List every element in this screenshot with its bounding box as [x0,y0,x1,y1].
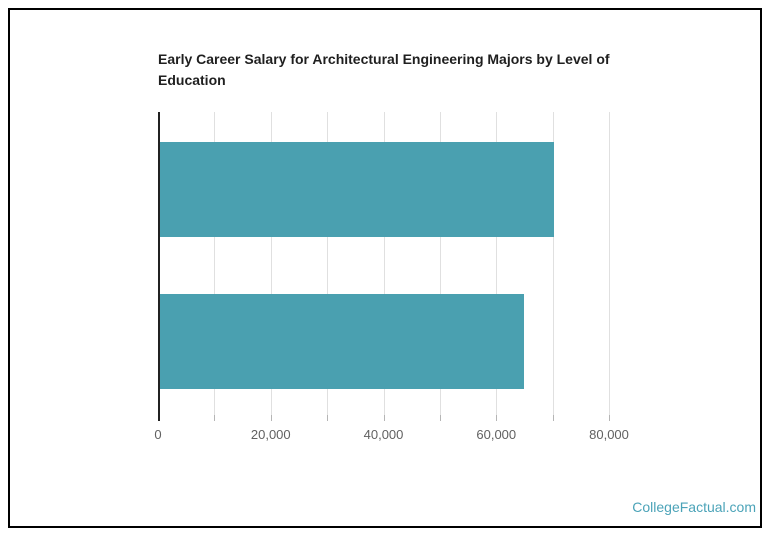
bar-2 [160,294,525,389]
gridline-x-30000 [327,112,329,415]
tick-mark-x-30000 [327,415,329,421]
x-tick-label-40000: 40,000 [363,427,404,442]
gridline-x-20000 [270,112,272,415]
chart-title-line-2: Education [158,72,226,88]
x-tick-label-60000: 60,000 [476,427,517,442]
gridline-x-10000 [214,112,216,415]
gridline-x-60000 [496,112,498,415]
gridline-x-50000 [439,112,441,415]
chart-title: Early Career Salary for Architectural En… [158,49,628,91]
gridline-x-80000 [609,112,610,415]
gridline-x-70000 [552,112,554,415]
bar-1 [160,142,555,237]
plot-area [158,112,610,421]
y-axis-line [158,112,160,421]
x-tick-label-20000: 20,000 [250,427,291,442]
x-axis-tick-labels: 0 20,000 40,000 60,000 80,000 [154,427,629,445]
chart-title-line-1: Early Career Salary for Architectural En… [158,51,610,67]
tick-mark-x-70000 [552,415,554,421]
tick-mark-x-40000 [383,415,385,421]
tick-mark-x-20000 [270,415,272,421]
tick-mark-x-50000 [439,415,441,421]
watermark-collegefactual: CollegeFactual.com [632,499,756,515]
tick-mark-x-80000 [609,415,610,421]
x-tick-label-80000: 80,000 [589,427,629,442]
gridline-x-40000 [383,112,385,415]
tick-mark-x-10000 [214,415,216,421]
x-tick-label-0: 0 [154,427,162,442]
tick-mark-x-60000 [496,415,498,421]
